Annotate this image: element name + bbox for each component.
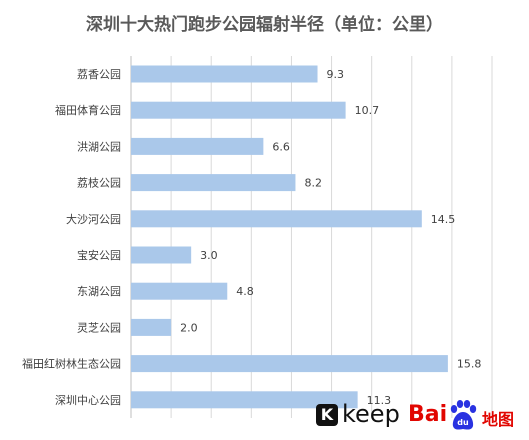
bar <box>131 246 192 264</box>
bar <box>131 101 346 119</box>
category-label: 荔香公园 <box>77 68 121 81</box>
bar <box>131 137 264 155</box>
bar <box>131 391 358 409</box>
baidu-logo-prefix: Bai <box>408 402 448 427</box>
chart-title: 深圳十大热门跑步公园辐射半径（单位：公里） <box>86 15 443 35</box>
category-label: 福田红树林生态公园 <box>22 357 121 371</box>
bar-value-label: 6.6 <box>272 140 290 153</box>
labels: 荔香公园 9.3 福田体育公园 10.7 洪湖公园 6.6 荔枝公园 8.2 大沙河公园 14.5… <box>22 68 481 407</box>
category-label: 福田体育公园 <box>55 103 121 117</box>
category-label: 灵芝公园 <box>77 321 121 334</box>
bar-value-label: 14.5 <box>431 213 456 226</box>
category-label: 大沙河公园 <box>66 212 121 226</box>
bar <box>131 65 318 83</box>
baidu-paw-icon: du <box>450 400 477 430</box>
category-label: 荔枝公园 <box>77 176 121 190</box>
bar-value-label: 8.2 <box>304 177 322 190</box>
bar-value-label: 3.0 <box>200 249 218 262</box>
bar-value-label: 2.0 <box>180 321 198 334</box>
category-label: 洪湖公园 <box>77 139 121 153</box>
keep-logo-icon: K <box>316 404 338 426</box>
bar <box>131 318 172 336</box>
bar <box>131 210 422 228</box>
keep-logo-text: keep <box>342 400 400 428</box>
bar <box>131 282 228 300</box>
bar-value-label: 11.3 <box>367 394 392 407</box>
bar-value-label: 4.8 <box>236 285 254 298</box>
baidu-logo-suffix: 地图 <box>482 410 515 429</box>
category-label: 东湖公园 <box>77 285 121 298</box>
bar-value-label: 10.7 <box>355 104 380 117</box>
bar-value-label: 15.8 <box>457 358 482 371</box>
category-label: 深圳中心公园 <box>55 394 121 407</box>
bars <box>131 65 448 409</box>
watermark-logos: K keep Bai du 地图 <box>316 400 528 434</box>
bar <box>131 174 296 192</box>
category-label: 宝安公园 <box>77 248 121 262</box>
baidu-paw-text: du <box>457 418 469 427</box>
bar-value-label: 9.3 <box>327 68 345 81</box>
bar <box>131 355 448 373</box>
